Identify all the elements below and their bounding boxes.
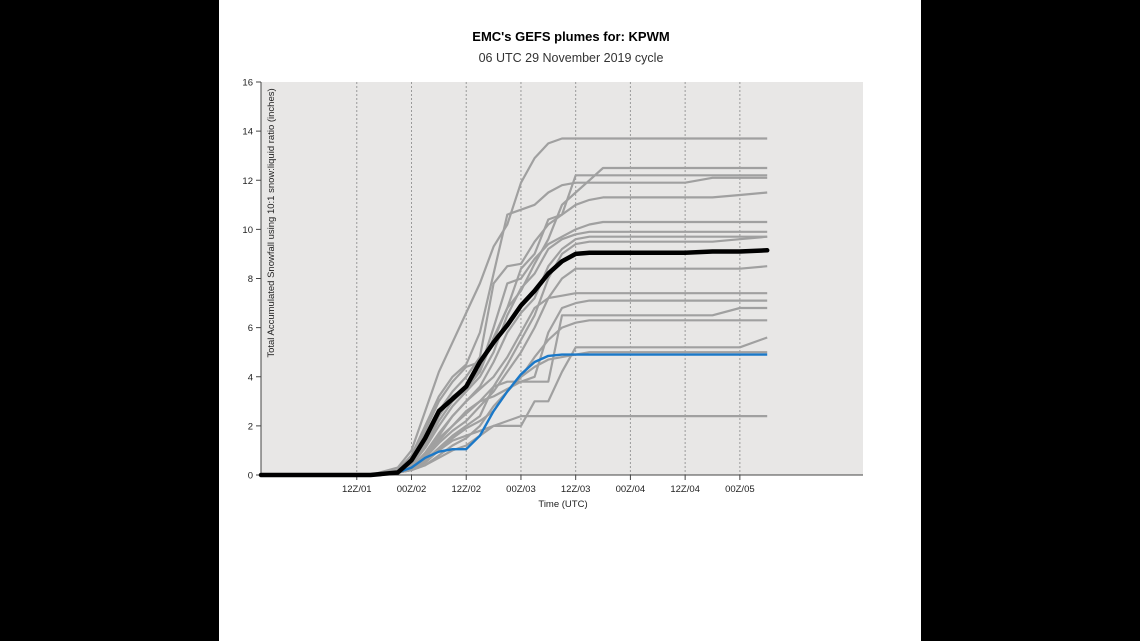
x-tick-label: 00Z/05 bbox=[725, 484, 755, 495]
plot-area: 12Z/01 00Z/02 12Z/02 00Z/03 12Z/03 00Z/04 12Z/… bbox=[242, 78, 863, 495]
ensemble-member-line bbox=[261, 176, 768, 477]
x-tick-label: 12Z/03 bbox=[561, 484, 591, 495]
y-tick-label: 8 bbox=[248, 274, 253, 285]
plume-chart: EMC's GEFS plumes for: KPWM 06 UTC 29 No… bbox=[242, 29, 863, 510]
ensemble-mean-line bbox=[258, 248, 770, 478]
ensemble-member-line bbox=[261, 336, 768, 477]
x-tick-label: 12Z/02 bbox=[451, 484, 481, 495]
y-axis-label: Total Accumulated Snowfall using 10:1 sn… bbox=[266, 88, 277, 357]
x-tick-label: 00Z/03 bbox=[506, 484, 536, 495]
control-run-line bbox=[261, 353, 768, 477]
y-tick-label: 4 bbox=[248, 372, 253, 383]
ensemble-member-line bbox=[261, 230, 768, 477]
y-tick-label: 2 bbox=[248, 421, 253, 432]
y-tick-label: 6 bbox=[248, 323, 253, 334]
y-tick-label: 16 bbox=[242, 78, 253, 89]
y-tick-label: 14 bbox=[242, 127, 253, 138]
x-tick-label: 12Z/01 bbox=[342, 484, 372, 495]
x-axis-label: Time (UTC) bbox=[538, 499, 587, 510]
x-tick-label: 00Z/02 bbox=[397, 484, 427, 495]
chart-panel: EMC's GEFS plumes for: KPWM 06 UTC 29 No… bbox=[219, 0, 921, 641]
chart-title: EMC's GEFS plumes for: KPWM bbox=[472, 29, 669, 44]
ensemble-member-line bbox=[261, 292, 768, 477]
y-tick-label: 0 bbox=[248, 471, 253, 482]
ensemble-member-line bbox=[261, 174, 768, 477]
y-tick-label: 10 bbox=[242, 225, 253, 236]
y-tick-label: 12 bbox=[242, 176, 253, 187]
ensemble-member-line bbox=[261, 415, 768, 477]
chart-subtitle: 06 UTC 29 November 2019 cycle bbox=[479, 51, 664, 65]
ensemble-member-line bbox=[261, 137, 768, 477]
x-tick-label: 00Z/04 bbox=[616, 484, 646, 495]
x-tick-label: 12Z/04 bbox=[670, 484, 700, 495]
